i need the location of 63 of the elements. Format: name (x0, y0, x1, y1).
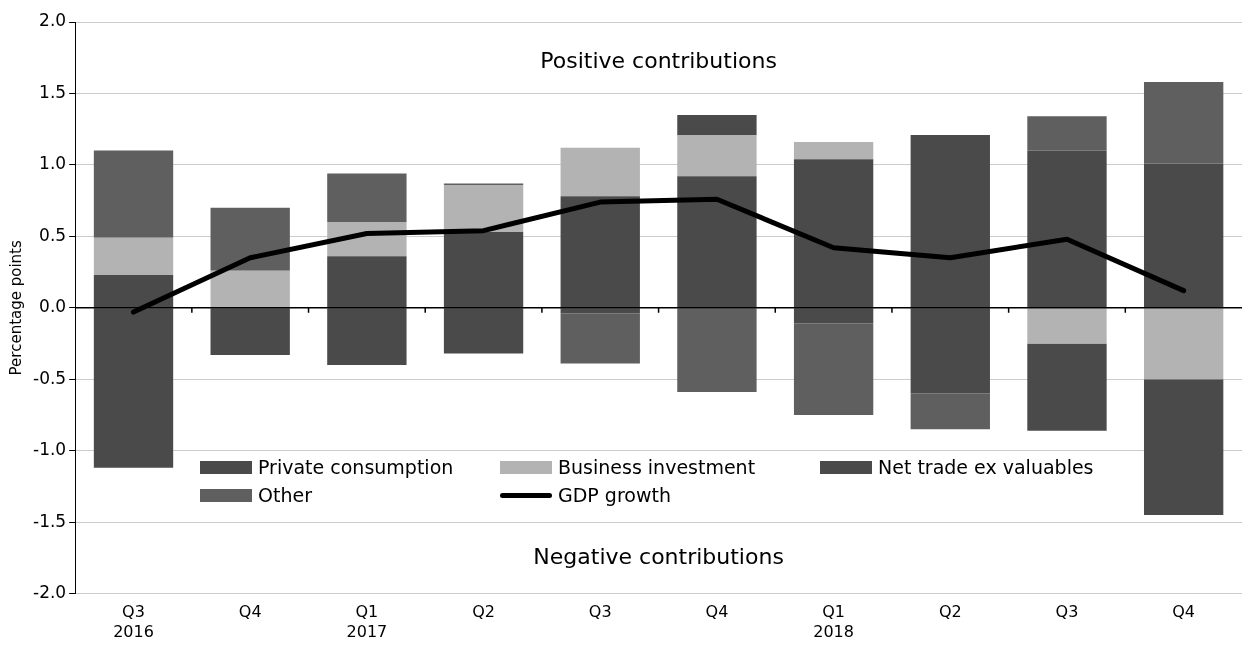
y-tick-label: -2.0 (33, 582, 67, 603)
x-tick-label: Q2 (938, 602, 962, 622)
bar (1027, 308, 1107, 344)
bar (910, 393, 990, 430)
annotation: Positive contributions (540, 47, 777, 73)
legend-label: Other (258, 484, 312, 506)
bar (1027, 116, 1107, 151)
bar (1143, 379, 1224, 516)
bar (793, 142, 874, 160)
bar (210, 308, 290, 355)
bar (910, 308, 990, 394)
bar (443, 232, 524, 308)
annotation: Negative contributions (533, 544, 784, 570)
bar (677, 308, 757, 393)
x-tick-label: Q1 2017 (346, 602, 388, 641)
bar (1027, 150, 1107, 308)
bar (93, 150, 174, 238)
y-axis-title: Percentage points (6, 240, 25, 376)
y-tick-label: -1.0 (33, 439, 67, 460)
bar (1143, 163, 1224, 308)
bar (327, 256, 407, 308)
bar (327, 173, 407, 223)
x-tick-label: Q4 (1172, 602, 1196, 622)
y-tick-label: 2.0 (39, 10, 67, 31)
x-tick-label: Q2 (472, 602, 495, 622)
y-tick-label: -0.5 (33, 367, 67, 388)
bar (677, 134, 757, 177)
bar (93, 237, 174, 275)
bar (327, 308, 407, 365)
legend-label: GDP growth (558, 484, 671, 506)
legend-label: Private consumption (258, 456, 454, 478)
y-tick-label: 0.5 (39, 224, 67, 245)
legend-label: Net trade ex valuables (878, 456, 1094, 478)
bar (677, 114, 757, 135)
bar (93, 308, 174, 468)
bar (443, 308, 524, 354)
y-tick-label: 0.0 (39, 296, 67, 317)
bar (1143, 82, 1224, 164)
bar (210, 207, 290, 271)
x-tick-label: Q3 (1055, 602, 1079, 622)
bar (793, 308, 874, 324)
y-tick-label: 1.5 (39, 81, 67, 102)
bar (560, 196, 640, 308)
bar (93, 274, 174, 308)
x-tick-label: Q4 (238, 602, 262, 622)
y-tick-label: -1.5 (33, 510, 67, 531)
x-tick-label: Q3 (588, 602, 612, 622)
bar (210, 270, 290, 308)
bar (910, 134, 990, 308)
legend-label: Business investment (558, 456, 756, 478)
bar (793, 323, 874, 415)
bar (677, 176, 757, 308)
x-tick-label: Q4 (705, 602, 729, 622)
x-tick-label: Q1 2018 (813, 602, 854, 641)
x-tick-label: Q3 2016 (113, 602, 154, 641)
bar (793, 159, 874, 308)
bar (443, 184, 524, 233)
bar (560, 308, 640, 314)
bar (560, 313, 640, 364)
y-tick-label: 1.0 (39, 153, 67, 174)
bar (1027, 343, 1107, 431)
bar (560, 147, 640, 197)
bar (1143, 308, 1224, 380)
